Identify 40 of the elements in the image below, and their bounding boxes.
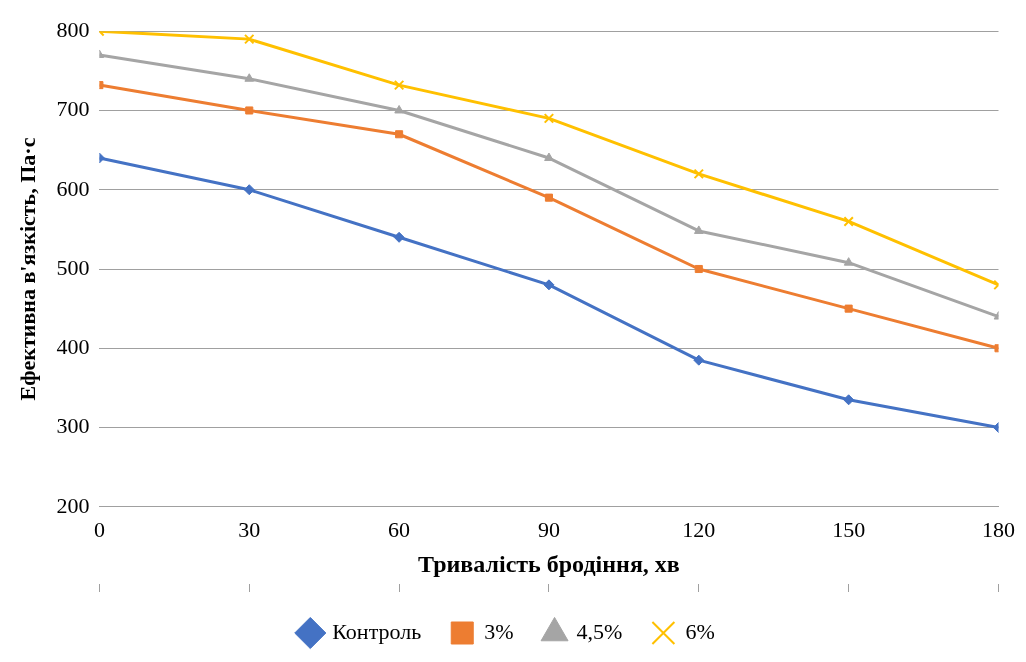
point xyxy=(843,216,854,227)
y-tick-label: 300 xyxy=(56,413,90,439)
x-tick-label: 0 xyxy=(93,516,105,542)
x-tick-label: 120 xyxy=(682,516,716,542)
point xyxy=(694,264,703,274)
point xyxy=(394,104,404,114)
point xyxy=(544,152,554,162)
x-tick-label: 30 xyxy=(238,516,261,542)
point xyxy=(543,113,555,124)
legend-label: 4,5% xyxy=(576,618,623,644)
legend-label: Контроль xyxy=(332,618,422,644)
y-tick-label: 400 xyxy=(56,334,90,360)
legend-label: 6% xyxy=(685,618,715,644)
point xyxy=(244,73,255,82)
x-tick-label: 180 xyxy=(982,516,1015,542)
x-tick-label: 60 xyxy=(388,516,411,542)
y-tick-label: 200 xyxy=(56,492,90,518)
point xyxy=(244,33,255,45)
y-tick-label: 600 xyxy=(56,175,90,201)
point xyxy=(843,394,855,406)
point xyxy=(693,225,704,234)
point xyxy=(245,106,254,115)
point xyxy=(693,168,705,180)
point xyxy=(843,257,854,266)
x-tick-label: 90 xyxy=(537,516,560,542)
point xyxy=(395,130,404,139)
x-axis-title: Тривалість бродіння, хв xyxy=(418,550,680,577)
y-tick-label: 700 xyxy=(56,96,90,122)
point xyxy=(693,354,705,366)
point xyxy=(393,79,405,91)
point xyxy=(393,231,405,243)
legend-label: 3% xyxy=(484,618,514,644)
x-tick-label: 150 xyxy=(832,516,866,542)
point xyxy=(544,193,553,202)
y-tick-label: 500 xyxy=(56,254,90,280)
point xyxy=(844,304,853,313)
y-axis-title: Ефективна в'язкість, Па·с xyxy=(14,137,40,401)
point xyxy=(243,184,255,196)
y-tick-label: 800 xyxy=(56,16,90,42)
point xyxy=(543,279,555,291)
